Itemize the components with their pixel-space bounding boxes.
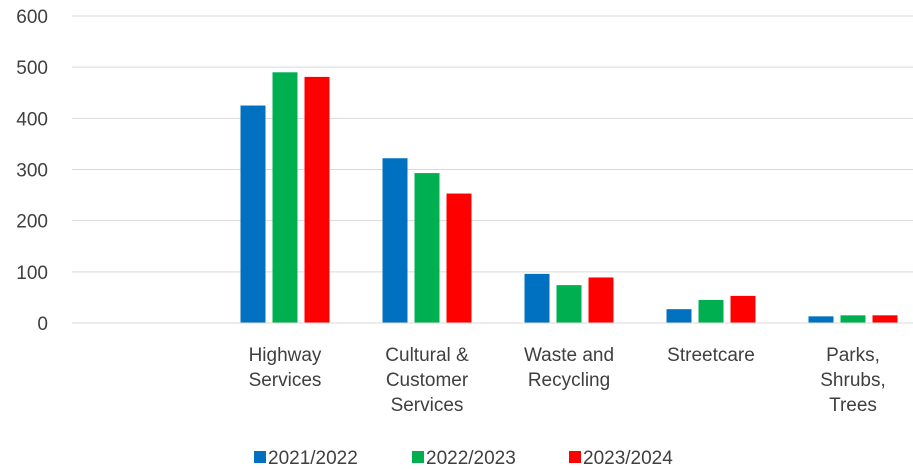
y-tick-label: 100 xyxy=(16,263,48,284)
x-category-label: Parks, Shrubs, Trees xyxy=(820,345,885,416)
bar-2023-2024-4 xyxy=(872,315,898,323)
bar-2023-2024-2 xyxy=(588,277,614,323)
legend-swatch xyxy=(412,451,424,463)
bar-2023-2024-1 xyxy=(446,193,472,323)
bar-2021-2022-3 xyxy=(666,309,692,323)
bar-2022-2023-0 xyxy=(272,72,298,324)
legend-item[interactable]: 2021/2022 xyxy=(254,448,358,469)
bar-2023-2024-3 xyxy=(730,295,756,323)
legend-label: 2021/2022 xyxy=(268,448,358,469)
legend-swatch xyxy=(254,451,266,463)
y-tick-label: 200 xyxy=(16,212,48,233)
legend-label: 2022/2023 xyxy=(426,448,516,469)
bar-2021-2022-4 xyxy=(808,316,834,323)
bar-2022-2023-1 xyxy=(414,173,440,323)
x-category-label: Waste and Recycling xyxy=(524,345,614,391)
gridlines xyxy=(72,15,913,324)
bar-2022-2023-4 xyxy=(840,315,866,323)
y-tick-label: 500 xyxy=(16,58,48,79)
x-category-label: Cultural & Customer Services xyxy=(385,345,469,416)
y-tick-label: 0 xyxy=(37,314,48,335)
y-tick-label: 400 xyxy=(16,109,48,130)
bar-2021-2022-1 xyxy=(382,158,408,323)
legend-swatch xyxy=(569,451,581,463)
y-tick-label: 600 xyxy=(16,7,48,28)
legend-item[interactable]: 2023/2024 xyxy=(569,448,673,469)
bar-2021-2022-0 xyxy=(240,105,266,324)
x-category-label: Streetcare xyxy=(667,345,755,366)
legend-label: 2023/2024 xyxy=(583,448,673,469)
legend[interactable]: 2021/2022 2022/2023 2023/2024 xyxy=(254,448,673,469)
y-axis-ticks: 0 100 200 300 400 500 600 xyxy=(16,7,48,335)
bars xyxy=(240,72,898,324)
y-tick-label: 300 xyxy=(16,161,48,182)
bar-2022-2023-2 xyxy=(556,285,582,323)
legend-item[interactable]: 2022/2023 xyxy=(412,448,516,469)
bar-2022-2023-3 xyxy=(698,299,724,323)
bar-2023-2024-0 xyxy=(304,76,330,323)
x-category-label: Highway Services xyxy=(249,345,322,391)
bar-2021-2022-2 xyxy=(524,273,550,323)
category-labels: Highway Services Cultural & Customer Service… xyxy=(249,345,886,416)
